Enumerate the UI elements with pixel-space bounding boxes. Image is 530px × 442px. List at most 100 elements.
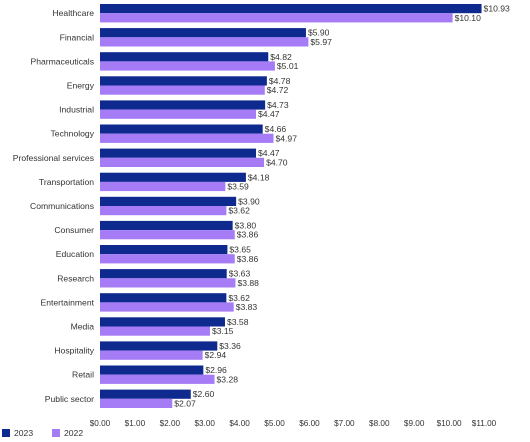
category-label: Pharmaceuticals bbox=[30, 56, 94, 66]
category-label: Retail bbox=[72, 370, 94, 380]
bar-2022 bbox=[100, 230, 235, 240]
bar-2023 bbox=[100, 28, 306, 38]
x-tick-label: $5.00 bbox=[264, 419, 285, 428]
bar-2023 bbox=[100, 293, 227, 303]
bar-2023 bbox=[100, 269, 227, 279]
data-label-2022: $4.97 bbox=[275, 133, 297, 143]
bar-2023 bbox=[100, 172, 246, 182]
data-label-2022: $3.15 bbox=[212, 326, 234, 336]
x-tick-label: $9.00 bbox=[404, 419, 425, 428]
bar-2023 bbox=[100, 76, 267, 86]
data-label-2023: $2.60 bbox=[193, 389, 215, 399]
bar-2022 bbox=[100, 374, 215, 384]
data-label-2022: $3.86 bbox=[237, 230, 259, 240]
category-label: Industrial bbox=[59, 105, 94, 115]
data-label-2023: $4.82 bbox=[270, 52, 292, 62]
bar-2022 bbox=[100, 37, 309, 47]
category-label: Transportation bbox=[39, 177, 94, 187]
x-tick-label: $7.00 bbox=[334, 419, 355, 428]
bar-2022 bbox=[100, 278, 236, 288]
data-label-2023: $3.90 bbox=[238, 196, 260, 206]
category-label: Public sector bbox=[45, 394, 94, 404]
x-tick-label: $10.00 bbox=[437, 419, 462, 428]
data-label-2022: $3.86 bbox=[237, 254, 259, 264]
data-label-2022: $3.59 bbox=[227, 182, 249, 192]
category-label: Media bbox=[71, 322, 95, 332]
data-label-2023: $10.93 bbox=[484, 4, 511, 14]
x-tick-label: $6.00 bbox=[299, 419, 320, 428]
category-label: Research bbox=[57, 273, 94, 283]
category-label: Consumer bbox=[54, 225, 94, 235]
data-label-2022: $2.94 bbox=[205, 350, 227, 360]
data-label-2023: $4.47 bbox=[258, 148, 280, 158]
category-label: Entertainment bbox=[40, 297, 94, 307]
x-tick-label: $4.00 bbox=[229, 419, 250, 428]
bar-2023 bbox=[100, 365, 204, 375]
bar-2023 bbox=[100, 124, 263, 134]
data-label-2023: $4.66 bbox=[265, 124, 287, 134]
bar-2022 bbox=[100, 350, 203, 360]
bar-2023 bbox=[100, 389, 191, 399]
data-label-2022: $3.28 bbox=[217, 374, 239, 384]
bar-2022 bbox=[100, 398, 173, 408]
legend-label: 2022 bbox=[64, 428, 83, 438]
data-label-2023: $3.62 bbox=[228, 293, 250, 303]
bar-2023 bbox=[100, 148, 257, 158]
category-label: Education bbox=[56, 249, 94, 259]
bar-2022 bbox=[100, 61, 275, 71]
bar-2022 bbox=[100, 109, 257, 119]
legend-swatch-2023 bbox=[2, 429, 10, 437]
data-label-2022: $4.47 bbox=[258, 109, 280, 119]
data-label-2022: $10.10 bbox=[455, 13, 482, 23]
data-label-2023: $4.73 bbox=[267, 100, 289, 110]
data-label-2023: $3.58 bbox=[227, 317, 249, 327]
data-label-2023: $5.90 bbox=[308, 28, 330, 38]
category-label: Hospitality bbox=[54, 346, 94, 356]
category-label: Financial bbox=[60, 32, 94, 42]
data-label-2022: $2.07 bbox=[174, 398, 196, 408]
data-label-2022: $5.01 bbox=[277, 61, 299, 71]
data-label-2022: $3.62 bbox=[228, 206, 250, 216]
bar-2022 bbox=[100, 133, 274, 143]
x-tick-label: $1.00 bbox=[125, 419, 146, 428]
data-label-2023: $2.96 bbox=[205, 365, 227, 375]
x-tick-label: $0.00 bbox=[90, 419, 111, 428]
bar-2022 bbox=[100, 85, 265, 95]
data-label-2022: $4.70 bbox=[266, 157, 288, 167]
legend-swatch-2022 bbox=[52, 429, 60, 437]
x-tick-label: $8.00 bbox=[369, 419, 390, 428]
bar-2022 bbox=[100, 13, 453, 23]
category-label: Professional services bbox=[13, 153, 94, 163]
bar-2022 bbox=[100, 302, 234, 312]
x-tick-label: $3.00 bbox=[194, 419, 215, 428]
data-label-2023: $3.36 bbox=[219, 341, 241, 351]
data-label-2023: $3.63 bbox=[229, 269, 251, 279]
bar-2023 bbox=[100, 245, 228, 255]
category-label: Energy bbox=[67, 81, 95, 91]
category-label: Technology bbox=[51, 129, 95, 139]
legend-label: 2023 bbox=[14, 428, 33, 438]
bar-2023 bbox=[100, 4, 482, 14]
data-label-2023: $3.65 bbox=[229, 245, 251, 255]
data-label-2022: $5.97 bbox=[310, 37, 332, 47]
bar-2023 bbox=[100, 100, 266, 110]
bar-2022 bbox=[100, 181, 226, 192]
bar-2022 bbox=[100, 157, 265, 167]
x-tick-label: $11.00 bbox=[472, 419, 497, 428]
bar-2023 bbox=[100, 220, 233, 231]
bar-2023 bbox=[100, 196, 237, 206]
data-label-2022: $3.83 bbox=[236, 302, 258, 312]
data-label-2023: $3.80 bbox=[235, 221, 257, 231]
data-label-2022: $3.88 bbox=[237, 278, 259, 288]
data-label-2023: $4.78 bbox=[269, 76, 291, 86]
data-label-2023: $4.18 bbox=[248, 172, 270, 182]
category-label: Communications bbox=[30, 201, 94, 211]
bar-2023 bbox=[100, 341, 218, 351]
bar-2023 bbox=[100, 317, 225, 327]
category-label: Healthcare bbox=[52, 8, 94, 18]
bar-2022 bbox=[100, 326, 210, 336]
data-label-2022: $4.72 bbox=[267, 85, 289, 95]
x-tick-label: $2.00 bbox=[160, 419, 181, 428]
